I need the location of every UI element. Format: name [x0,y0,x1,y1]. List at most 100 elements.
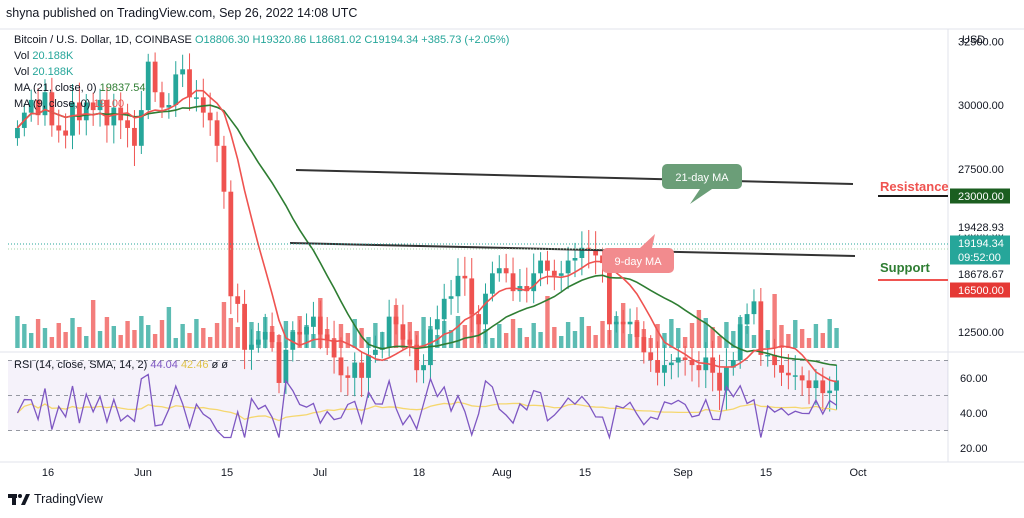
volume-bar [565,322,571,348]
candle-body [49,92,55,126]
candle-body [483,293,488,325]
candle-body [76,102,82,121]
resistance-label: Resistance [880,179,949,194]
support-price-tag-bg [950,282,1010,298]
volume-bar [545,296,550,348]
candle-body [35,99,41,116]
candle-body [765,354,771,357]
volume-bar [35,319,41,348]
candle-body [545,260,550,271]
ma9-line [16,89,837,383]
candle-body [297,331,303,335]
open-value: O18806.30 [194,34,250,46]
time-tick-label: Sep [673,467,693,479]
volume-bar [77,327,82,348]
volume-bar [703,318,708,348]
time-tick-label: 16 [42,467,54,479]
candle-body [421,365,426,371]
tradingview-footer[interactable]: TradingView [8,492,103,506]
volume-bar [676,328,681,348]
time-tick-label: 18 [413,467,425,479]
rsi-line [16,373,837,440]
candle-body [682,357,688,360]
candle-body [510,273,516,292]
volume-bar [799,329,805,348]
candle-body [531,273,537,292]
candle-body [97,99,103,111]
candle-body [132,127,137,146]
candle-body [441,298,447,320]
countdown-tag-bg [950,249,1010,265]
candle-body [813,380,819,389]
volume-bar [338,324,344,348]
volume-bar [586,326,591,348]
ma21-legend[interactable]: MA (21, close, 0) 19837.54 [14,82,146,94]
candle-body [820,380,826,394]
candle-body [662,365,667,373]
volume-bar [118,335,123,348]
candle-body [675,357,681,363]
vol-legend-1[interactable]: Vol 20.188K [14,50,73,62]
candle-body [111,107,117,126]
low-value: L18681.02 [309,34,362,46]
candle-body [125,120,130,128]
volume-bar [517,328,523,348]
candle-body [249,344,254,350]
current-price-tag-bg [950,235,1010,251]
volume-bar [552,327,557,348]
close-value: C19194.34 [364,34,419,46]
volume-bar [600,321,605,348]
candle-body [524,286,530,292]
candle-body [317,316,323,335]
rsi-legend[interactable]: RSI (14, close, SMA, 14, 2) 44.04 42.46 … [14,359,228,371]
volume-bar [42,328,48,348]
volume-bar [772,294,777,348]
support-price-tag: 16500.00 [958,285,1004,297]
resistance-price-tag: 23000.00 [958,191,1004,203]
candle-body [276,342,282,383]
time-tick-label: Jul [313,467,327,479]
candle-body [145,61,151,111]
volume-bar [820,333,825,348]
volume-bar [827,319,832,348]
volume-bar [56,323,61,348]
candle-body [63,130,69,136]
ma9-legend[interactable]: MA (9, close, 0) 19100 [14,98,124,110]
candle-body [173,74,179,105]
candle-body [180,69,186,75]
candle-body [352,362,358,378]
volume-bar [503,333,509,348]
candle-body [779,365,784,373]
candle-body [744,314,750,325]
time-tick-label: 15 [760,467,772,479]
candle-body [668,362,674,366]
volume-bar [593,335,598,348]
candle-body [696,365,702,371]
resistance-price-tag-bg [950,188,1010,204]
candle-body [152,61,158,93]
volume-bar [689,323,695,348]
volume-bar [228,318,234,348]
candle-body [42,92,48,116]
volume-bar [359,328,364,348]
volume-bar [559,336,564,348]
candle-body [407,339,413,345]
candle-body [359,362,365,378]
ma21-label: MA (21, close, 0) [14,82,97,94]
volume-bar [201,328,206,348]
symbol-name[interactable]: Bitcoin / U.S. Dollar, 1D, COINBASE [14,34,192,46]
candle-body [593,250,599,256]
ma9-value: 19100 [93,98,125,110]
vol-legend-2[interactable]: Vol 20.188K [14,66,73,78]
candle-body [324,334,330,340]
volume-bar [655,324,660,348]
candle-body [496,268,502,274]
rsi-tick-label: 20.00 [960,443,988,455]
vol-label: Vol [14,66,30,78]
volume-bar [29,333,34,348]
candle-body [607,263,612,325]
candle-body [751,301,757,315]
volume-bar [152,334,158,348]
volume-bar [214,323,220,348]
